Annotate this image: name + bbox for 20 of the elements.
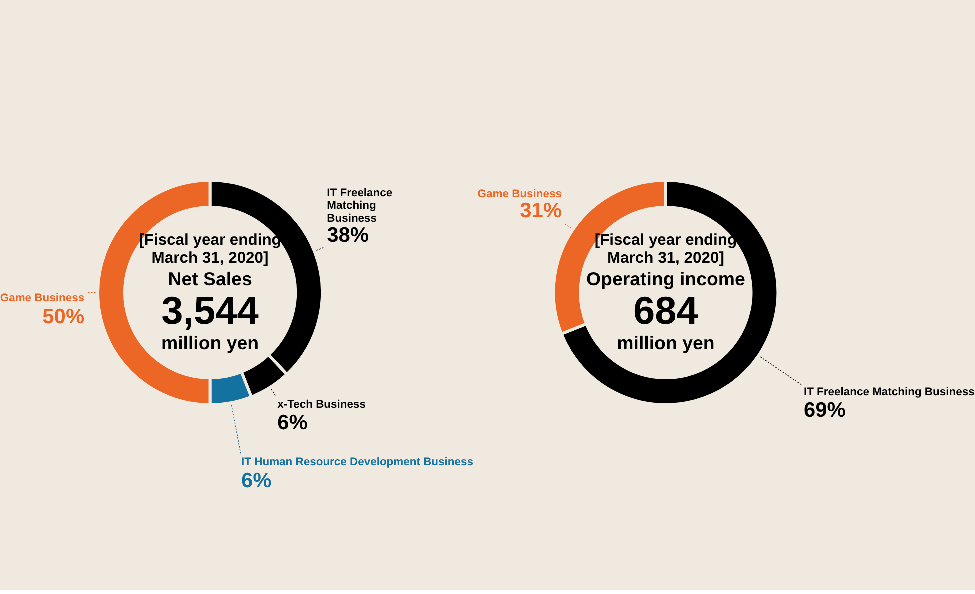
slice-label: x-Tech Business	[278, 398, 366, 411]
text: [Fiscal year ending March 31, 2020]	[139, 232, 282, 267]
text: 3,544	[162, 290, 260, 334]
text: million yen	[161, 332, 260, 354]
data-label: 31%	[520, 200, 562, 223]
slice-label: IT Human Resource Development Business	[242, 456, 474, 469]
slice-label: Game Business	[478, 188, 562, 200]
data-label: 38%	[327, 224, 370, 247]
data-label: 50%	[42, 305, 85, 328]
text: [Fiscal year ending March 31, 2020]	[594, 232, 738, 267]
data-label: 6%	[242, 469, 272, 492]
slice-label: Game Business	[0, 292, 85, 305]
text: Net Sales	[168, 268, 252, 290]
slice-label: IT Freelance Matching Business	[804, 386, 975, 399]
text: 684	[634, 290, 699, 334]
data-label: 6%	[278, 412, 308, 435]
text: Operating income	[586, 268, 746, 290]
data-label: 69%	[804, 399, 846, 422]
text: million yen	[617, 332, 715, 354]
slice-label: IT Freelance Matching Business	[327, 187, 393, 225]
